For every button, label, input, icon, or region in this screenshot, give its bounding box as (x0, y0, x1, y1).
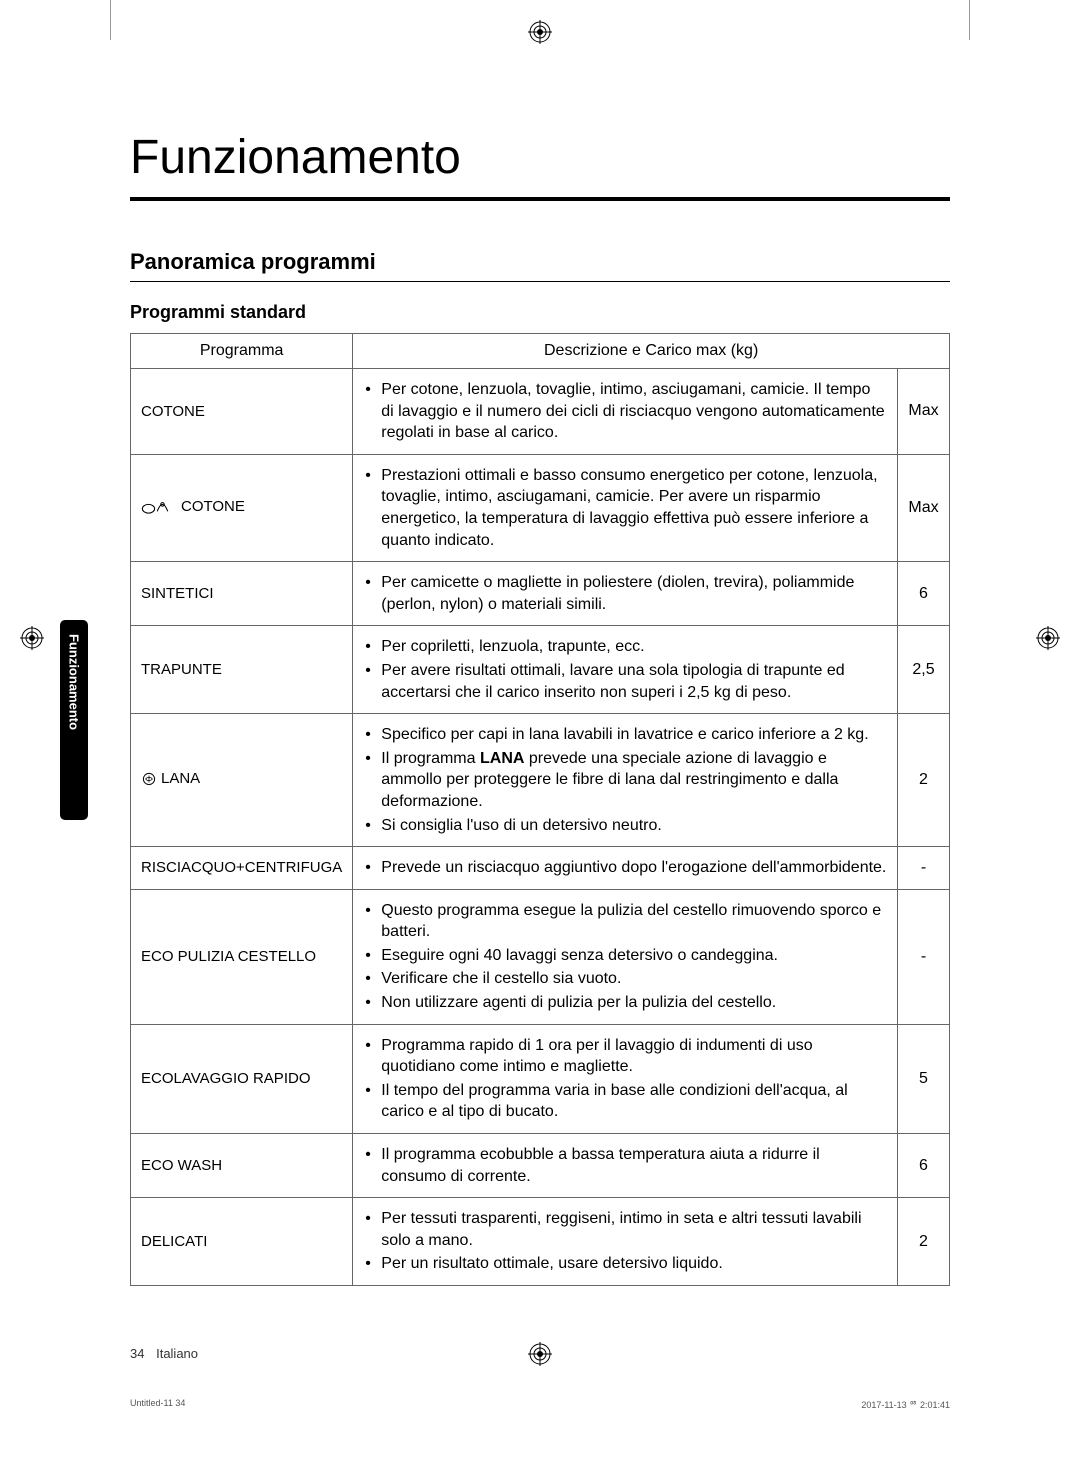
description-cell: Per cotone, lenzuola, tovaglie, intimo, … (353, 369, 898, 455)
program-cell: LANA (131, 714, 353, 847)
program-cell: ECO WASH (131, 1134, 353, 1198)
description-cell: Programma rapido di 1 ora per il lavaggi… (353, 1024, 898, 1133)
crop-mark (110, 0, 111, 40)
description-bullet: Per avere risultati ottimali, lavare una… (363, 660, 887, 703)
table-row: ECO PULIZIA CESTELLOQuesto programma ese… (131, 889, 950, 1024)
program-cell: TRAPUNTE (131, 626, 353, 714)
description-bullet: Per tessuti trasparenti, reggiseni, inti… (363, 1208, 887, 1251)
description-bullet: Il tempo del programma varia in base all… (363, 1080, 887, 1123)
max-load-cell: 5 (898, 1024, 950, 1133)
page-number: 34 (130, 1346, 144, 1361)
description-bullet: Per camicette o magliette in poliestere … (363, 572, 887, 615)
table-row: ECOLAVAGGIO RAPIDOProgramma rapido di 1 … (131, 1024, 950, 1133)
description-bullet: Per cotone, lenzuola, tovaglie, intimo, … (363, 379, 887, 444)
description-bullet: Non utilizzare agenti di pulizia per la … (363, 992, 887, 1014)
section-title: Panoramica programmi (130, 249, 950, 275)
programs-table: Programma Descrizione e Carico max (kg) … (130, 333, 950, 1286)
description-cell: Per camicette o magliette in poliestere … (353, 562, 898, 626)
description-bullet: Prevede un risciacquo aggiuntivo dopo l'… (363, 857, 887, 879)
max-load-cell: Max (898, 369, 950, 455)
print-meta-right: 2017-11-13 ᄋᄒ 2:01:41 (861, 1398, 950, 1411)
page-footer: 34 Italiano (130, 1346, 198, 1361)
max-load-cell: 6 (898, 1134, 950, 1198)
max-load-cell: 2 (898, 714, 950, 847)
program-cell: RISCIACQUO+CENTRIFUGA (131, 847, 353, 890)
description-bullet: Il programma ecobubble a bassa temperatu… (363, 1144, 887, 1187)
registration-mark-icon (20, 626, 44, 650)
table-row: COTONE Prestazioni ottimali e basso consu… (131, 454, 950, 561)
description-bullet: Questo programma esegue la pulizia del c… (363, 900, 887, 943)
registration-mark-icon (528, 1342, 552, 1366)
description-bullet: Eseguire ogni 40 lavaggi senza detersivo… (363, 945, 887, 967)
description-bullet: Prestazioni ottimali e basso consumo ene… (363, 465, 887, 551)
crop-mark (969, 0, 970, 40)
print-meta-left: Untitled-11 34 (130, 1398, 185, 1411)
title-rule (130, 197, 950, 201)
wool-icon: LANA (141, 770, 200, 787)
table-row: LANA Specifico per capi in lana lavabili … (131, 714, 950, 847)
page-content: Funzionamento Panoramica programmi Progr… (130, 130, 950, 1286)
program-cell: SINTETICI (131, 562, 353, 626)
registration-mark-icon (1036, 626, 1060, 650)
description-cell: Specifico per capi in lana lavabili in l… (353, 714, 898, 847)
description-cell: Il programma ecobubble a bassa temperatu… (353, 1134, 898, 1198)
side-tab: Funzionamento (60, 620, 88, 820)
description-bullet: Verificare che il cestello sia vuoto. (363, 968, 887, 990)
max-load-cell: 2 (898, 1198, 950, 1286)
description-cell: Prevede un risciacquo aggiuntivo dopo l'… (353, 847, 898, 890)
side-tab-label: Funzionamento (67, 634, 82, 730)
page-language: Italiano (156, 1346, 198, 1361)
program-cell: COTONE (131, 454, 353, 561)
description-bullet: Specifico per capi in lana lavabili in l… (363, 724, 887, 746)
max-load-cell: Max (898, 454, 950, 561)
table-row: RISCIACQUO+CENTRIFUGA Prevede un risciacq… (131, 847, 950, 890)
print-metadata: Untitled-11 34 2017-11-13 ᄋᄒ 2:01:41 (130, 1398, 950, 1411)
description-cell: Prestazioni ottimali e basso consumo ene… (353, 454, 898, 561)
table-row: COTONEPer cotone, lenzuola, tovaglie, in… (131, 369, 950, 455)
description-bullet: Si consiglia l'uso di un detersivo neutr… (363, 815, 887, 837)
max-load-cell: - (898, 847, 950, 890)
description-cell: Per tessuti trasparenti, reggiseni, inti… (353, 1198, 898, 1286)
description-bullet: Per copriletti, lenzuola, trapunte, ecc. (363, 636, 887, 658)
section-rule (130, 281, 950, 282)
table-row: ECO WASHIl programma ecobubble a bassa t… (131, 1134, 950, 1198)
table-row: DELICATIPer tessuti trasparenti, reggise… (131, 1198, 950, 1286)
description-bullet: Per un risultato ottimale, usare detersi… (363, 1253, 887, 1275)
subsection-title: Programmi standard (130, 302, 950, 323)
program-cell: DELICATI (131, 1198, 353, 1286)
program-cell: ECO PULIZIA CESTELLO (131, 889, 353, 1024)
max-load-cell: 6 (898, 562, 950, 626)
table-row: TRAPUNTEPer copriletti, lenzuola, trapun… (131, 626, 950, 714)
program-cell: ECOLAVAGGIO RAPIDO (131, 1024, 353, 1133)
max-load-cell: 2,5 (898, 626, 950, 714)
cotton-icon: COTONE (141, 498, 245, 515)
description-bullet: Programma rapido di 1 ora per il lavaggi… (363, 1035, 887, 1078)
header-desc: Descrizione e Carico max (kg) (353, 334, 950, 369)
page-title: Funzionamento (130, 130, 950, 185)
max-load-cell: - (898, 889, 950, 1024)
program-cell: COTONE (131, 369, 353, 455)
description-cell: Per copriletti, lenzuola, trapunte, ecc.… (353, 626, 898, 714)
header-program: Programma (131, 334, 353, 369)
description-cell: Questo programma esegue la pulizia del c… (353, 889, 898, 1024)
registration-mark-icon (528, 20, 552, 44)
description-bullet: Il programma LANA prevede una speciale a… (363, 748, 887, 813)
table-row: SINTETICIPer camicette o magliette in po… (131, 562, 950, 626)
